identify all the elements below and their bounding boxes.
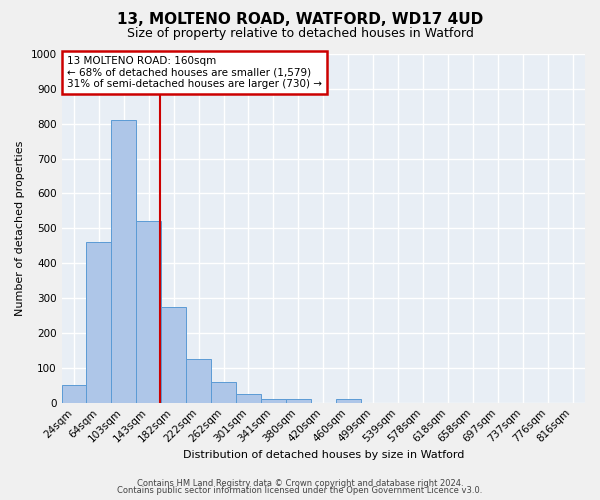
Bar bbox=[112, 120, 136, 402]
Text: 13, MOLTENO ROAD, WATFORD, WD17 4UD: 13, MOLTENO ROAD, WATFORD, WD17 4UD bbox=[117, 12, 483, 28]
Text: Contains public sector information licensed under the Open Government Licence v3: Contains public sector information licen… bbox=[118, 486, 482, 495]
X-axis label: Distribution of detached houses by size in Watford: Distribution of detached houses by size … bbox=[182, 450, 464, 460]
Bar bbox=[161, 307, 186, 402]
Text: Size of property relative to detached houses in Watford: Size of property relative to detached ho… bbox=[127, 28, 473, 40]
Bar bbox=[236, 394, 261, 402]
Bar bbox=[286, 398, 311, 402]
Text: Contains HM Land Registry data © Crown copyright and database right 2024.: Contains HM Land Registry data © Crown c… bbox=[137, 478, 463, 488]
Bar bbox=[136, 222, 161, 402]
Bar bbox=[261, 398, 286, 402]
Bar bbox=[62, 386, 86, 402]
Bar bbox=[86, 242, 112, 402]
Y-axis label: Number of detached properties: Number of detached properties bbox=[15, 140, 25, 316]
Bar bbox=[336, 399, 361, 402]
Bar bbox=[211, 382, 236, 402]
Bar bbox=[186, 359, 211, 403]
Text: 13 MOLTENO ROAD: 160sqm
← 68% of detached houses are smaller (1,579)
31% of semi: 13 MOLTENO ROAD: 160sqm ← 68% of detache… bbox=[67, 56, 322, 89]
